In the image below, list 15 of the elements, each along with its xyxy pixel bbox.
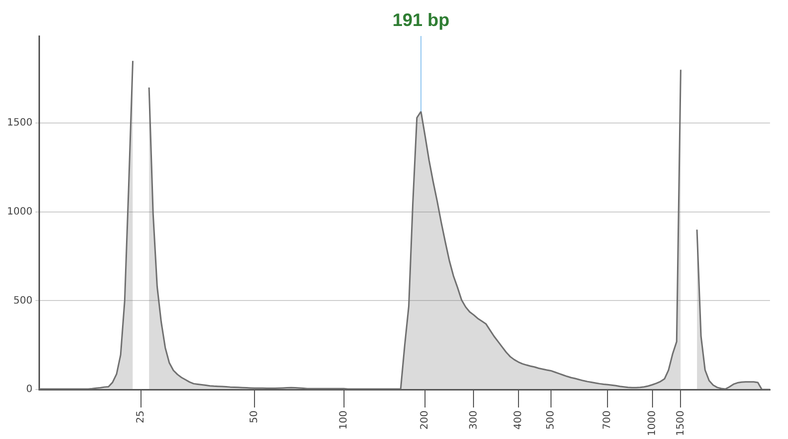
annotation: 191 bp	[392, 10, 450, 30]
y-tick-label: 1500	[6, 118, 32, 129]
x-tick-label: 100	[338, 410, 350, 430]
x-tick-label: 25	[136, 410, 147, 424]
y-tick-label: 0	[26, 384, 32, 396]
x-tick-label: 50	[249, 410, 260, 424]
y-tick-label: 1000	[6, 206, 32, 218]
x-tick-label: 400	[512, 410, 524, 430]
x-tick-label: 700	[602, 410, 614, 430]
x-tick-label: 500	[545, 410, 556, 430]
y-tick-label: 500	[13, 295, 32, 306]
x-tick-label: 1000	[646, 410, 658, 436]
x-tick-label: 300	[468, 410, 480, 430]
x-tick-label: 1500	[675, 410, 686, 436]
x-tick-label: 200	[420, 410, 431, 430]
